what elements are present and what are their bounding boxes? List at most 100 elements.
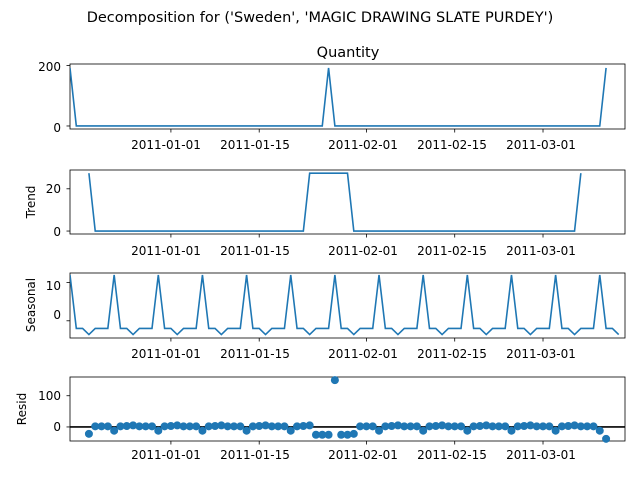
trend-plot bbox=[66, 169, 626, 238]
seasonal-date-labels: 2011-01-01 2011-01-15 2011-02-01 2011-02… bbox=[131, 347, 576, 361]
resid-point bbox=[494, 422, 503, 431]
resid-point bbox=[135, 422, 144, 431]
resid-point bbox=[129, 421, 138, 430]
resid-point bbox=[412, 422, 421, 431]
resid-date-labels: 2011-01-01 2011-01-15 2011-02-01 2011-02… bbox=[131, 448, 576, 462]
seasonal-ytick-label: 0 bbox=[53, 308, 61, 322]
resid-point bbox=[425, 422, 434, 431]
resid-point bbox=[229, 422, 238, 431]
resid-point bbox=[305, 421, 314, 430]
resid-point bbox=[166, 422, 175, 431]
trend-date-labels: 2011-01-01 2011-01-15 2011-02-01 2011-02… bbox=[131, 244, 576, 258]
resid-point bbox=[236, 422, 245, 431]
resid-point bbox=[488, 422, 497, 431]
resid-point bbox=[438, 421, 447, 430]
resid-ytick-labels: 0 100 bbox=[38, 389, 61, 434]
resid-point bbox=[274, 422, 283, 431]
seasonal-date-label: 2011-03-01 bbox=[506, 347, 576, 361]
resid-point bbox=[545, 422, 554, 431]
observed-ytick-label: 200 bbox=[38, 60, 61, 74]
resid-point bbox=[147, 422, 156, 431]
trend-date-label: 2011-01-01 bbox=[131, 244, 201, 258]
resid-point bbox=[501, 422, 510, 431]
seasonal-ytick-labels: 0 10 bbox=[46, 279, 61, 322]
resid-point bbox=[337, 430, 346, 439]
figure-suptitle: Decomposition for ('Sweden', 'MAGIC DRAW… bbox=[87, 10, 554, 26]
axes-frame bbox=[69, 63, 626, 130]
resid-point bbox=[330, 376, 339, 385]
resid-ytick-label: 0 bbox=[53, 420, 61, 434]
resid-point bbox=[362, 422, 371, 431]
resid-point bbox=[84, 429, 93, 438]
trend-panel: Trend 0 20 2011-01-01 2011-01-15 2011-02… bbox=[24, 169, 626, 258]
resid-point bbox=[116, 422, 125, 431]
resid-point bbox=[204, 422, 213, 431]
resid-point bbox=[520, 422, 529, 431]
resid-point bbox=[431, 422, 440, 431]
resid-point bbox=[444, 422, 453, 431]
observed-date-label: 2011-02-01 bbox=[328, 138, 398, 152]
resid-point bbox=[551, 426, 560, 435]
seasonal-panel: Seasonal 0 10 2011-01-01 2011-01-15 2011… bbox=[24, 272, 626, 361]
resid-point bbox=[248, 422, 257, 431]
resid-point bbox=[223, 422, 232, 431]
resid-point bbox=[261, 421, 270, 430]
resid-point bbox=[280, 422, 289, 431]
seasonal-date-label: 2011-02-01 bbox=[328, 347, 398, 361]
trend-ytick-labels: 0 20 bbox=[46, 182, 61, 239]
resid-point bbox=[286, 426, 295, 435]
resid-plot bbox=[66, 376, 626, 445]
axes-frame bbox=[69, 272, 626, 339]
resid-point bbox=[192, 422, 201, 431]
resid-point bbox=[381, 422, 390, 431]
resid-date-label: 2011-01-15 bbox=[220, 448, 290, 462]
seasonal-ylabel: Seasonal bbox=[24, 278, 38, 332]
resid-point bbox=[595, 426, 604, 435]
resid-point bbox=[160, 422, 169, 431]
axes-frame bbox=[69, 376, 626, 442]
seasonal-series-line bbox=[70, 274, 620, 336]
resid-point bbox=[356, 422, 365, 431]
resid-point bbox=[349, 429, 358, 438]
trend-date-label: 2011-02-15 bbox=[417, 244, 487, 258]
resid-point bbox=[463, 426, 472, 435]
observed-date-label: 2011-01-01 bbox=[131, 138, 201, 152]
resid-ylabel: Resid bbox=[15, 393, 29, 425]
resid-point bbox=[526, 421, 535, 430]
resid-point bbox=[450, 422, 459, 431]
observed-ytick-labels: 0 200 bbox=[38, 60, 61, 135]
resid-point bbox=[583, 422, 592, 431]
resid-point bbox=[368, 422, 377, 431]
observed-date-label: 2011-02-15 bbox=[417, 138, 487, 152]
observed-panel-title: Quantity bbox=[317, 45, 380, 61]
trend-date-label: 2011-01-15 bbox=[220, 244, 290, 258]
resid-point bbox=[406, 422, 415, 431]
resid-date-label: 2011-03-01 bbox=[506, 448, 576, 462]
resid-point bbox=[173, 421, 182, 430]
resid-point bbox=[293, 422, 302, 431]
resid-point bbox=[242, 426, 251, 435]
resid-point bbox=[91, 422, 100, 431]
seasonal-date-label: 2011-01-15 bbox=[220, 347, 290, 361]
resid-point bbox=[267, 422, 276, 431]
resid-point bbox=[110, 426, 119, 435]
seasonal-plot bbox=[66, 272, 626, 342]
resid-point bbox=[343, 430, 352, 439]
resid-date-label: 2011-02-01 bbox=[328, 448, 398, 462]
resid-point bbox=[255, 422, 264, 431]
resid-point bbox=[532, 422, 541, 431]
trend-date-label: 2011-02-01 bbox=[328, 244, 398, 258]
resid-point bbox=[122, 422, 131, 431]
resid-point bbox=[576, 422, 585, 431]
resid-point bbox=[602, 434, 611, 443]
resid-point bbox=[97, 422, 106, 431]
trend-date-label: 2011-03-01 bbox=[506, 244, 576, 258]
observed-panel: Quantity 0 200 2011-01-01 2011-01-15 201… bbox=[38, 45, 626, 152]
observed-ytick-label: 0 bbox=[53, 121, 61, 135]
resid-point bbox=[564, 422, 573, 431]
resid-point bbox=[324, 430, 333, 439]
observed-date-label: 2011-01-15 bbox=[220, 138, 290, 152]
observed-date-labels: 2011-01-01 2011-01-15 2011-02-01 2011-02… bbox=[131, 138, 576, 152]
resid-ytick-label: 100 bbox=[38, 389, 61, 403]
